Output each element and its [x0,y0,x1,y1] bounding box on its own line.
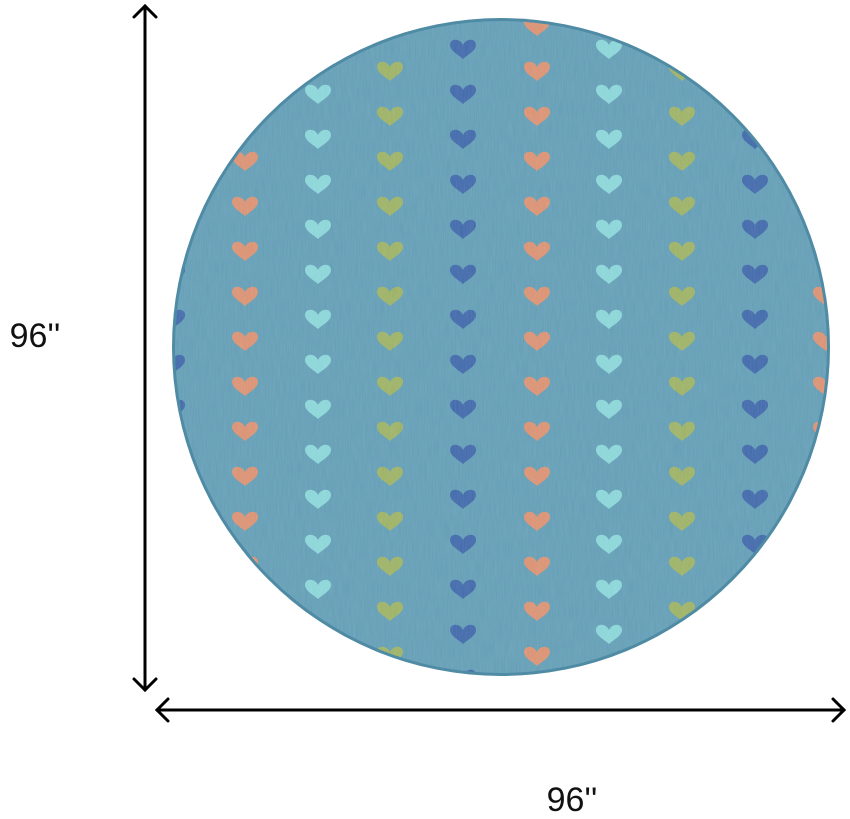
heart [232,61,258,81]
heart [232,601,258,621]
heart [596,0,622,14]
heart [175,579,185,599]
heart [813,106,827,126]
height-arrow [132,3,158,693]
height-label: 96'' [10,317,61,355]
heart [175,39,185,59]
heart [175,174,185,194]
heart [450,0,476,14]
width-arrow [154,697,847,723]
heart [813,646,827,666]
heart [175,444,185,464]
heart [159,0,185,14]
heart [305,39,331,59]
heart [813,601,827,621]
heart [742,39,768,59]
heart [813,556,827,576]
heart [669,646,695,666]
heart [742,624,768,644]
heart [813,196,827,216]
heart [596,669,622,673]
width-label: 96'' [547,781,598,819]
heart [305,624,331,644]
heart [232,106,258,126]
heart [175,534,185,554]
heart [377,21,403,36]
heart [742,579,768,599]
heart [175,669,185,673]
heart [175,84,185,104]
heart [669,21,695,36]
heart [305,669,331,673]
rug-texture [175,21,827,673]
heart [742,0,768,14]
heart [742,669,768,673]
heart [175,489,185,509]
heart [813,21,827,36]
heart [232,21,258,36]
heart [175,219,185,239]
heart [232,646,258,666]
heart [175,624,185,644]
heart [813,511,827,531]
heart [813,151,827,171]
heart [813,466,827,486]
heart [305,0,331,14]
heart [742,84,768,104]
heart [813,61,827,81]
heart [175,129,185,149]
